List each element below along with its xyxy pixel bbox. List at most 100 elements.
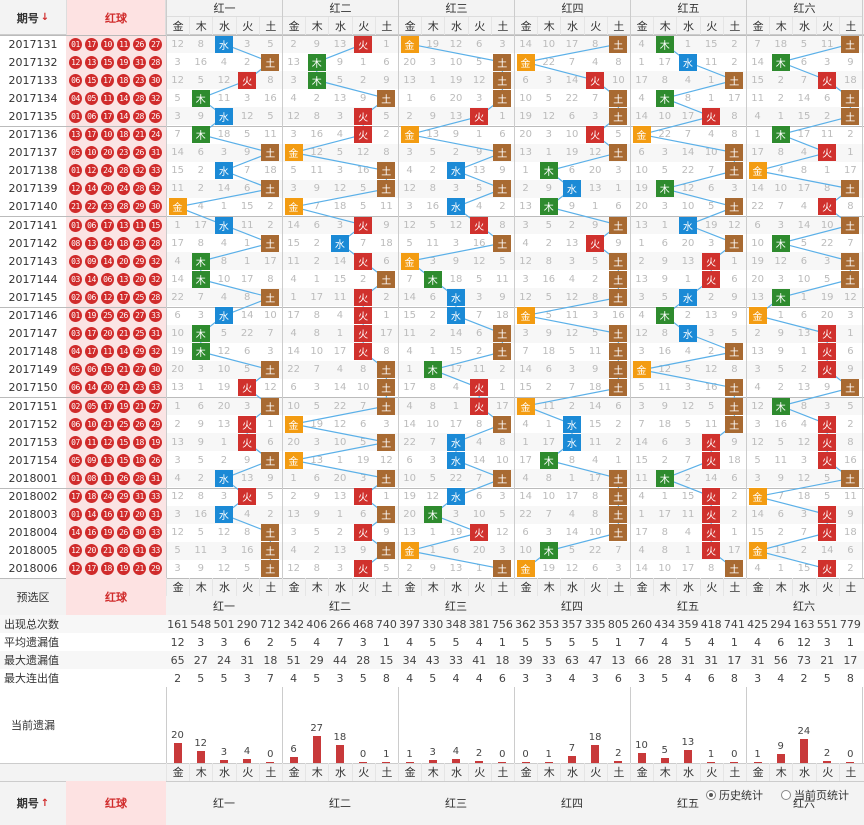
preselect-element[interactable]: 火 (235, 578, 259, 596)
miss-value: 3 (777, 219, 784, 231)
preselect-element[interactable]: 土 (490, 578, 514, 596)
miss-value: 22 (820, 237, 834, 249)
miss-value: 1 (545, 147, 552, 159)
miss-value: 6 (197, 400, 204, 412)
issue-header[interactable]: 期号 ↓ (0, 0, 66, 35)
preselect-element[interactable]: 金 (630, 578, 653, 596)
miss-value: 5 (174, 545, 181, 557)
stat-value: 362 (515, 617, 537, 631)
preselect-element[interactable]: 水 (328, 578, 351, 596)
element-marker: 火 (818, 198, 837, 216)
miss-value: 8 (800, 400, 808, 412)
element-marker: 水 (678, 216, 697, 234)
miss-value: 3 (847, 310, 854, 322)
miss-value: 18 (774, 38, 788, 50)
stat-value: 7 (266, 671, 274, 685)
preselect-element[interactable]: 土 (722, 578, 746, 596)
group-divider (282, 0, 283, 825)
miss-value: 9 (661, 400, 668, 412)
stat-value: 468 (352, 617, 374, 631)
preselect-element[interactable]: 金 (398, 578, 421, 596)
preselect-element[interactable]: 木 (421, 578, 444, 596)
miss-value: 9 (429, 563, 436, 575)
miss-value: 2 (731, 56, 738, 68)
miss-value: 18 (264, 165, 277, 177)
current-miss-value: 1 (707, 749, 715, 760)
preselect-element[interactable]: 木 (769, 578, 792, 596)
preselect-element[interactable]: 水 (792, 578, 815, 596)
red-ball: 28 (133, 91, 146, 105)
miss-value: 14 (171, 147, 184, 159)
miss-value: 1 (522, 436, 529, 448)
miss-value: 17 (519, 454, 532, 466)
miss-value: 10 (820, 219, 834, 231)
element-marker: 火 (702, 542, 721, 560)
preselect-element[interactable]: 火 (815, 578, 839, 596)
miss-value: 5 (661, 291, 668, 303)
footer-element: 金 (746, 763, 769, 781)
miss-value: 14 (449, 328, 463, 340)
element-marker: 水 (446, 451, 465, 469)
preselect-element[interactable]: 金 (166, 578, 189, 596)
preselect-element[interactable]: 火 (467, 578, 491, 596)
red-ball: 27 (149, 37, 162, 51)
stat-value: 65 (170, 653, 185, 667)
miss-value: 5 (754, 454, 761, 466)
miss-value: 20 (635, 201, 648, 213)
preselect-element[interactable]: 火 (583, 578, 607, 596)
miss-value: 3 (499, 38, 506, 50)
miss-value: 8 (661, 545, 668, 557)
red-ball: 20 (101, 381, 114, 395)
preselect-element[interactable]: 水 (444, 578, 467, 596)
miss-value: 20 (751, 273, 764, 285)
preselect-element[interactable]: 水 (212, 578, 235, 596)
red-ball: 05 (69, 453, 82, 467)
preselect-element[interactable]: 金 (746, 578, 769, 596)
miss-value: 11 (403, 328, 416, 340)
miss-value: 9 (336, 56, 344, 68)
miss-value: 3 (174, 509, 181, 521)
preselect-element[interactable]: 水 (676, 578, 699, 596)
miss-value: 9 (499, 291, 506, 303)
miss-value: 20 (403, 56, 416, 68)
preselect-element[interactable]: 土 (838, 578, 862, 596)
miss-value: 11 (588, 436, 602, 448)
miss-value: 17 (728, 92, 741, 104)
preselect-element[interactable]: 火 (699, 578, 723, 596)
element-header: 土 (374, 17, 398, 35)
miss-value: 7 (777, 491, 784, 503)
miss-value: 14 (704, 472, 718, 484)
miss-value: 19 (635, 183, 648, 195)
preselect-element[interactable]: 土 (606, 578, 630, 596)
miss-value: 12 (240, 110, 254, 122)
footer-issue-header[interactable]: 期号 ↑ (0, 781, 66, 825)
element-marker: 火 (702, 270, 721, 288)
element-header: 金 (514, 17, 537, 35)
miss-value: 2 (638, 255, 645, 267)
preselect-element[interactable]: 金 (514, 578, 537, 596)
element-marker: 土 (841, 216, 860, 234)
stat-value: 6 (498, 671, 506, 685)
preselect-element[interactable]: 土 (258, 578, 282, 596)
preselect-element[interactable]: 火 (351, 578, 375, 596)
red-ball: 28 (149, 236, 162, 250)
current-stats-option[interactable]: 当前页统计 (781, 787, 849, 803)
preselect-element[interactable]: 木 (653, 578, 676, 596)
miss-value: 9 (777, 328, 784, 340)
history-stats-option[interactable]: 历史统计 (706, 787, 763, 803)
element-marker: 土 (261, 560, 280, 578)
miss-value: 13 (449, 110, 463, 122)
preselect-element[interactable]: 金 (282, 578, 305, 596)
miss-value: 5 (197, 527, 204, 539)
miss-value: 10 (217, 273, 231, 285)
preselect-element[interactable]: 木 (189, 578, 212, 596)
preselect-element[interactable]: 土 (374, 578, 398, 596)
preselect-element[interactable]: 木 (537, 578, 560, 596)
miss-value: 13 (519, 147, 532, 159)
element-marker: 水 (214, 35, 233, 53)
red-ball: 19 (117, 55, 130, 69)
miss-value: 9 (731, 310, 738, 322)
preselect-element[interactable]: 水 (560, 578, 583, 596)
preselect-element[interactable]: 木 (305, 578, 328, 596)
miss-value: 19 (519, 110, 532, 122)
